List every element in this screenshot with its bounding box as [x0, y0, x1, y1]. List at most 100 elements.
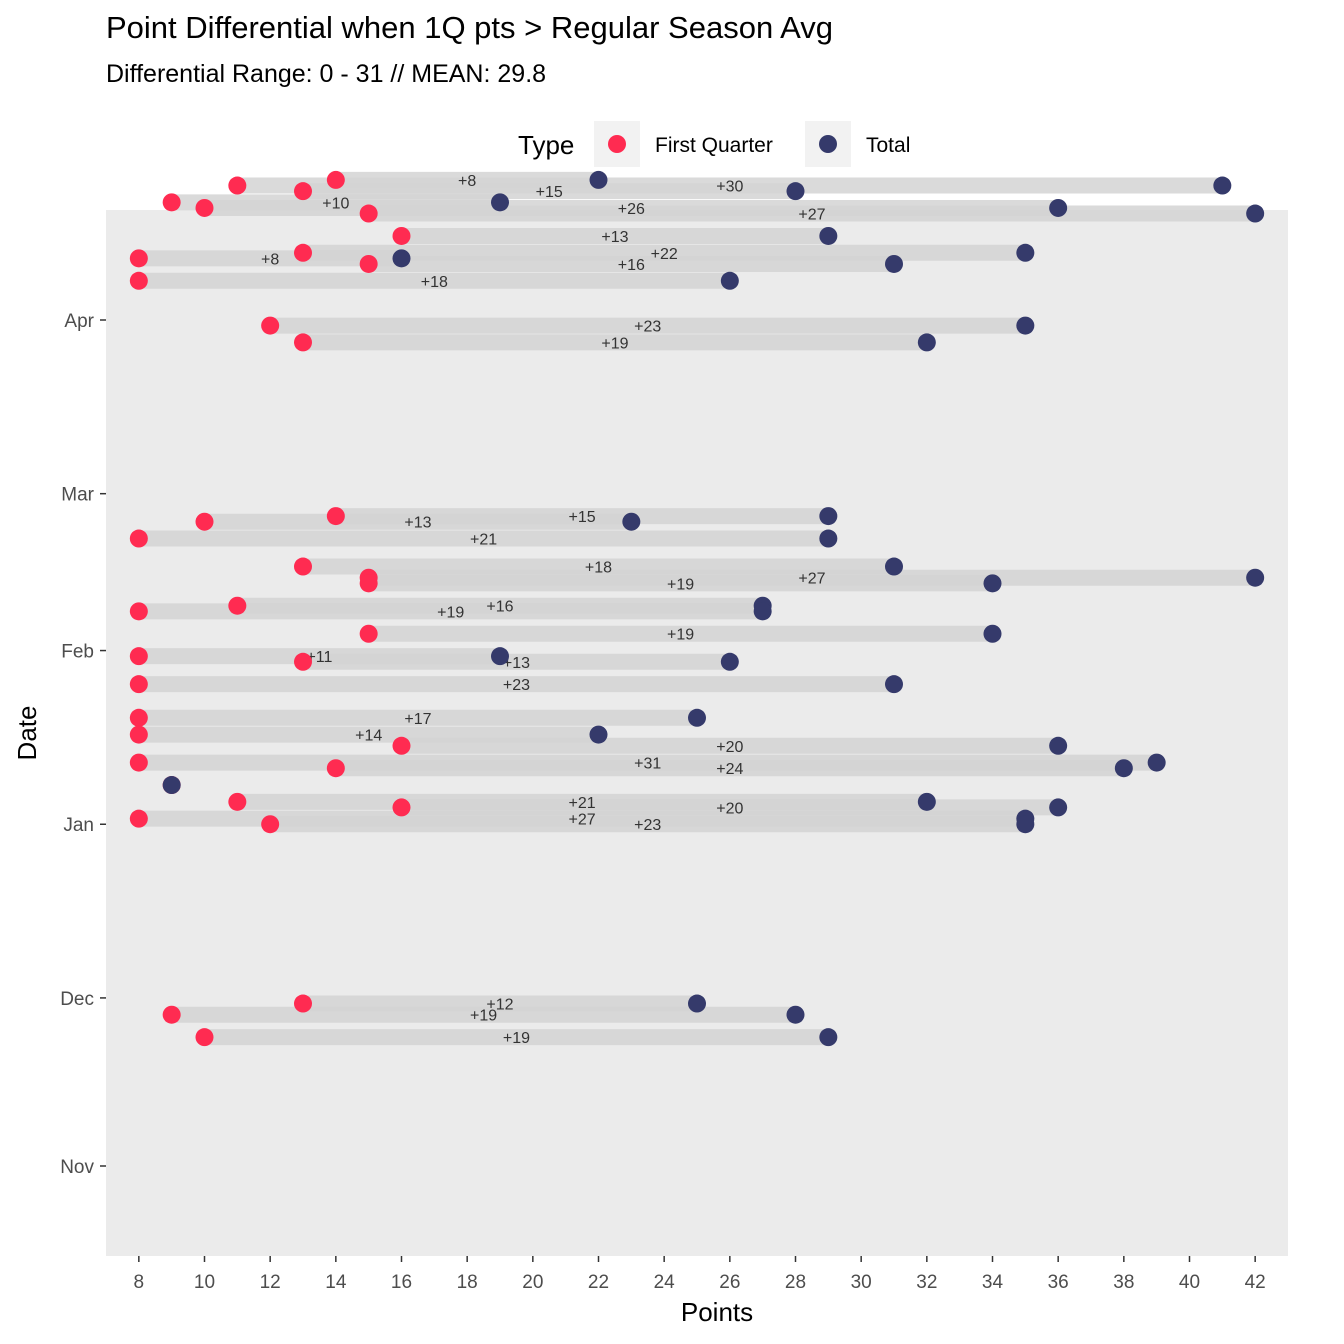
first-quarter-point-9: [359, 254, 378, 273]
diff-label-23: +13: [503, 655, 530, 672]
y-tick-label-Feb: Feb: [61, 642, 94, 663]
first-quarter-point-36: [162, 1005, 181, 1024]
diff-label-8: +8: [261, 251, 279, 268]
x-tick-label-26: 26: [719, 1272, 740, 1293]
diff-label-3: +10: [322, 195, 349, 212]
first-quarter-point-8: [129, 249, 148, 268]
first-quarter-point-23: [294, 652, 312, 671]
first-quarter-point-19: [228, 596, 247, 615]
total-point-22: [491, 647, 509, 666]
legend-label-first-quarter: First Quarter: [655, 134, 773, 157]
diff-label-37: +19: [503, 1030, 530, 1047]
diff-label-28: +31: [634, 756, 661, 773]
diff-label-22: +11: [306, 649, 332, 666]
total-point-24: [885, 675, 903, 694]
total-point-36: [786, 1005, 805, 1024]
total-point-3: [491, 193, 509, 212]
first-quarter-point-29: [326, 759, 345, 778]
total-point-0: [589, 170, 608, 189]
x-tick-label-36: 36: [1048, 1272, 1069, 1293]
total-point-12: [917, 333, 936, 352]
diff-label-17: +27: [798, 571, 825, 588]
total-point-13: [819, 507, 838, 526]
first-quarter-point-34: [261, 815, 280, 834]
total-point-17: [1246, 568, 1265, 587]
diff-label-18: +19: [667, 576, 694, 593]
y-tick-label-Apr: Apr: [64, 311, 94, 332]
first-quarter-point-4: [195, 198, 214, 217]
total-point-26: [589, 725, 608, 744]
total-point-11: [1016, 316, 1035, 335]
first-quarter-point-15: [129, 529, 148, 548]
y-tick-label-Nov: Nov: [60, 1157, 94, 1178]
diff-label-32: +20: [716, 800, 743, 817]
x-tick-label-16: 16: [391, 1272, 412, 1293]
diff-label-7: +22: [651, 246, 678, 263]
diff-label-33: +27: [569, 812, 596, 829]
total-point-10: [720, 271, 739, 290]
first-quarter-point-25: [129, 708, 148, 727]
diff-label-14: +13: [404, 515, 431, 532]
first-quarter-point-2: [294, 182, 312, 201]
diff-label-6: +13: [601, 229, 628, 246]
legend: Type First Quarter Total: [518, 121, 910, 167]
total-point-23: [720, 652, 739, 671]
first-quarter-point-33: [129, 809, 148, 828]
first-quarter-point-1: [228, 176, 247, 195]
first-quarter-point-3: [162, 193, 181, 212]
diff-label-4: +26: [618, 201, 645, 218]
x-tick-label-38: 38: [1113, 1272, 1134, 1293]
y-tick-label-Dec: Dec: [60, 989, 94, 1010]
first-quarter-point-26: [129, 725, 148, 744]
first-quarter-point-7: [294, 243, 312, 262]
segments-layer: [138, 171, 1256, 1046]
x-tick-label-30: 30: [851, 1272, 872, 1293]
first-quarter-point-10: [129, 271, 148, 290]
total-point-37: [819, 1028, 838, 1047]
diff-label-0: +8: [458, 173, 476, 190]
first-quarter-point-12: [294, 333, 312, 352]
diff-label-21: +19: [667, 627, 694, 644]
x-tick-label-22: 22: [588, 1272, 609, 1293]
total-point-29: [1114, 759, 1133, 778]
total-point-31: [917, 792, 936, 811]
first-quarter-point-37: [195, 1028, 214, 1047]
legend-dot-first-quarter: [608, 135, 626, 153]
total-point-14: [622, 512, 641, 531]
total-point-27: [1049, 736, 1068, 755]
first-quarter-point-27: [392, 736, 411, 755]
y-axis-title: Date: [12, 706, 42, 761]
legend-label-total: Total: [866, 134, 910, 157]
total-point-9: [885, 254, 903, 273]
legend-dot-total: [819, 135, 837, 153]
diff-label-5: +27: [798, 207, 825, 224]
x-tick-label-18: 18: [457, 1272, 478, 1293]
total-point-7: [1016, 243, 1035, 262]
first-quarter-point-20: [129, 602, 148, 621]
diff-label-16: +18: [585, 560, 612, 577]
diff-label-9: +16: [618, 257, 645, 274]
diff-label-24: +23: [503, 677, 530, 694]
total-point-4: [1049, 198, 1068, 217]
total-point-8: [392, 249, 411, 268]
x-tick-label-40: 40: [1179, 1272, 1200, 1293]
first-quarter-point-31: [228, 792, 247, 811]
y-axis: Nov Dec Jan Feb Mar Apr: [60, 311, 106, 1178]
chart-subtitle: Differential Range: 0 - 31 // MEAN: 29.8: [106, 60, 547, 88]
first-quarter-point-14: [195, 512, 214, 531]
total-point-25: [688, 708, 706, 727]
y-tick-label-Jan: Jan: [63, 815, 94, 836]
total-point-34: [1016, 815, 1035, 834]
total-point-28: [1147, 753, 1166, 772]
diff-label-25: +17: [404, 711, 431, 728]
total-point-2: [786, 182, 805, 201]
diff-label-13: +15: [569, 509, 596, 526]
first-quarter-point-21: [359, 624, 378, 643]
diff-label-15: +21: [470, 532, 497, 549]
x-tick-label-8: 8: [134, 1272, 145, 1293]
x-axis-title: Points: [681, 1297, 753, 1327]
chart-title: Point Differential when 1Q pts > Regular…: [106, 10, 833, 45]
diff-label-20: +19: [437, 604, 464, 621]
total-point-5: [1246, 204, 1265, 223]
